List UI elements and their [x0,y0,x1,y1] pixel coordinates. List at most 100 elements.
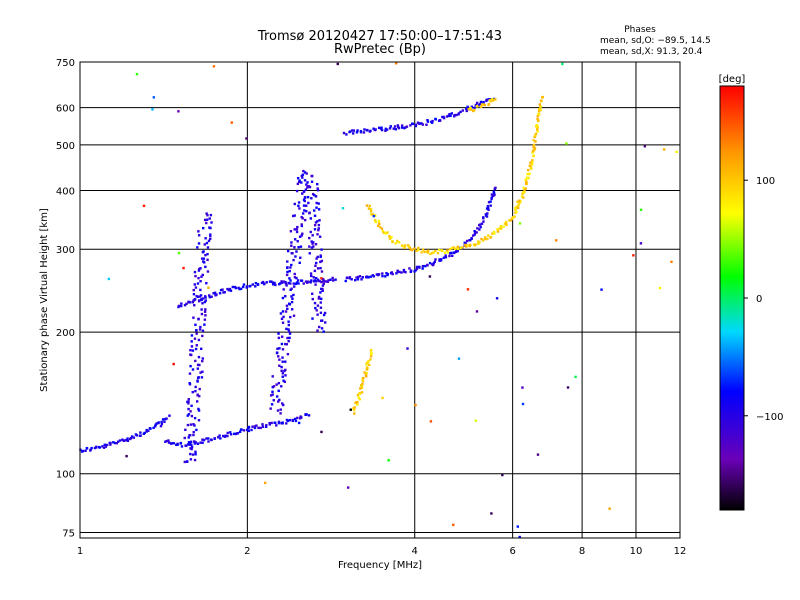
data-point [199,441,202,444]
data-point [300,223,303,226]
data-point [301,232,304,235]
data-point [433,260,436,264]
data-point [281,356,284,359]
y-tick-label: 600 [56,104,75,115]
data-point [483,236,487,239]
data-point [251,283,254,286]
data-point [310,274,313,278]
data-point [525,182,528,185]
data-point [290,295,293,298]
data-point [204,295,207,298]
data-point [519,200,522,203]
data-point [319,306,323,309]
data-point [324,280,328,283]
data-point [389,125,392,128]
data-point [639,242,643,245]
data-point [206,258,209,261]
data-point [473,106,476,109]
data-point [182,266,185,270]
data-point [361,379,365,382]
data-point [233,285,237,289]
data-point [307,280,310,283]
data-point [201,334,204,338]
data-point [296,279,300,282]
data-point [297,180,301,184]
data-point [209,237,212,241]
data-point [494,98,497,101]
data-point [195,400,199,403]
data-point [324,321,327,324]
data-point [427,249,430,252]
data-point [287,320,290,323]
data-point [204,253,207,257]
data-point [511,216,515,219]
data-point [209,233,212,236]
data-point [370,351,373,355]
data-point [509,219,513,222]
data-point [492,194,495,198]
data-point [486,206,490,210]
data-point [113,441,117,445]
data-point [280,365,283,369]
colorbar-ticks: 100 0 −100 [744,176,783,423]
data-point [297,245,300,249]
data-point [516,525,519,528]
data-point [479,225,482,229]
data-point [274,421,277,425]
data-point [533,148,536,151]
data-point [292,314,296,317]
data-point [191,368,195,371]
data-point [229,289,233,292]
data-point [532,143,536,147]
data-point [172,362,175,366]
data-point [190,445,194,449]
data-point [282,403,285,407]
data-point [281,281,284,284]
data-point [194,441,197,444]
data-point [224,434,227,437]
data-point [199,267,202,270]
data-point [298,179,301,182]
data-point [354,401,357,405]
data-point [463,243,467,247]
data-point [418,122,422,125]
data-point [300,224,304,228]
data-point [525,176,529,179]
data-point [218,434,221,437]
data-point [247,429,251,433]
data-point [515,205,519,208]
data-point [219,437,222,440]
data-point [187,301,190,304]
data-point [279,408,282,411]
data-point [291,419,295,423]
data-point [378,222,381,226]
data-point [90,446,93,450]
data-point [193,440,196,443]
data-point [367,207,371,210]
data-points [79,62,678,539]
data-point [292,282,295,285]
data-point [521,191,525,194]
data-point [536,453,540,456]
data-point [228,287,232,291]
data-point [222,434,225,438]
data-point [396,269,399,273]
data-point [487,201,491,204]
data-point [180,302,183,305]
data-point [320,327,324,330]
data-point [608,507,611,510]
data-point [209,213,213,217]
data-point [314,264,317,268]
data-point [297,421,301,425]
data-point [466,288,470,291]
data-point [334,278,337,281]
data-point [221,288,224,291]
data-point [474,231,477,234]
data-point [277,420,281,424]
data-point [286,249,290,253]
data-point [415,265,419,269]
data-point [300,234,303,237]
data-point [300,181,303,184]
data-point [201,273,204,277]
data-point [479,100,483,104]
